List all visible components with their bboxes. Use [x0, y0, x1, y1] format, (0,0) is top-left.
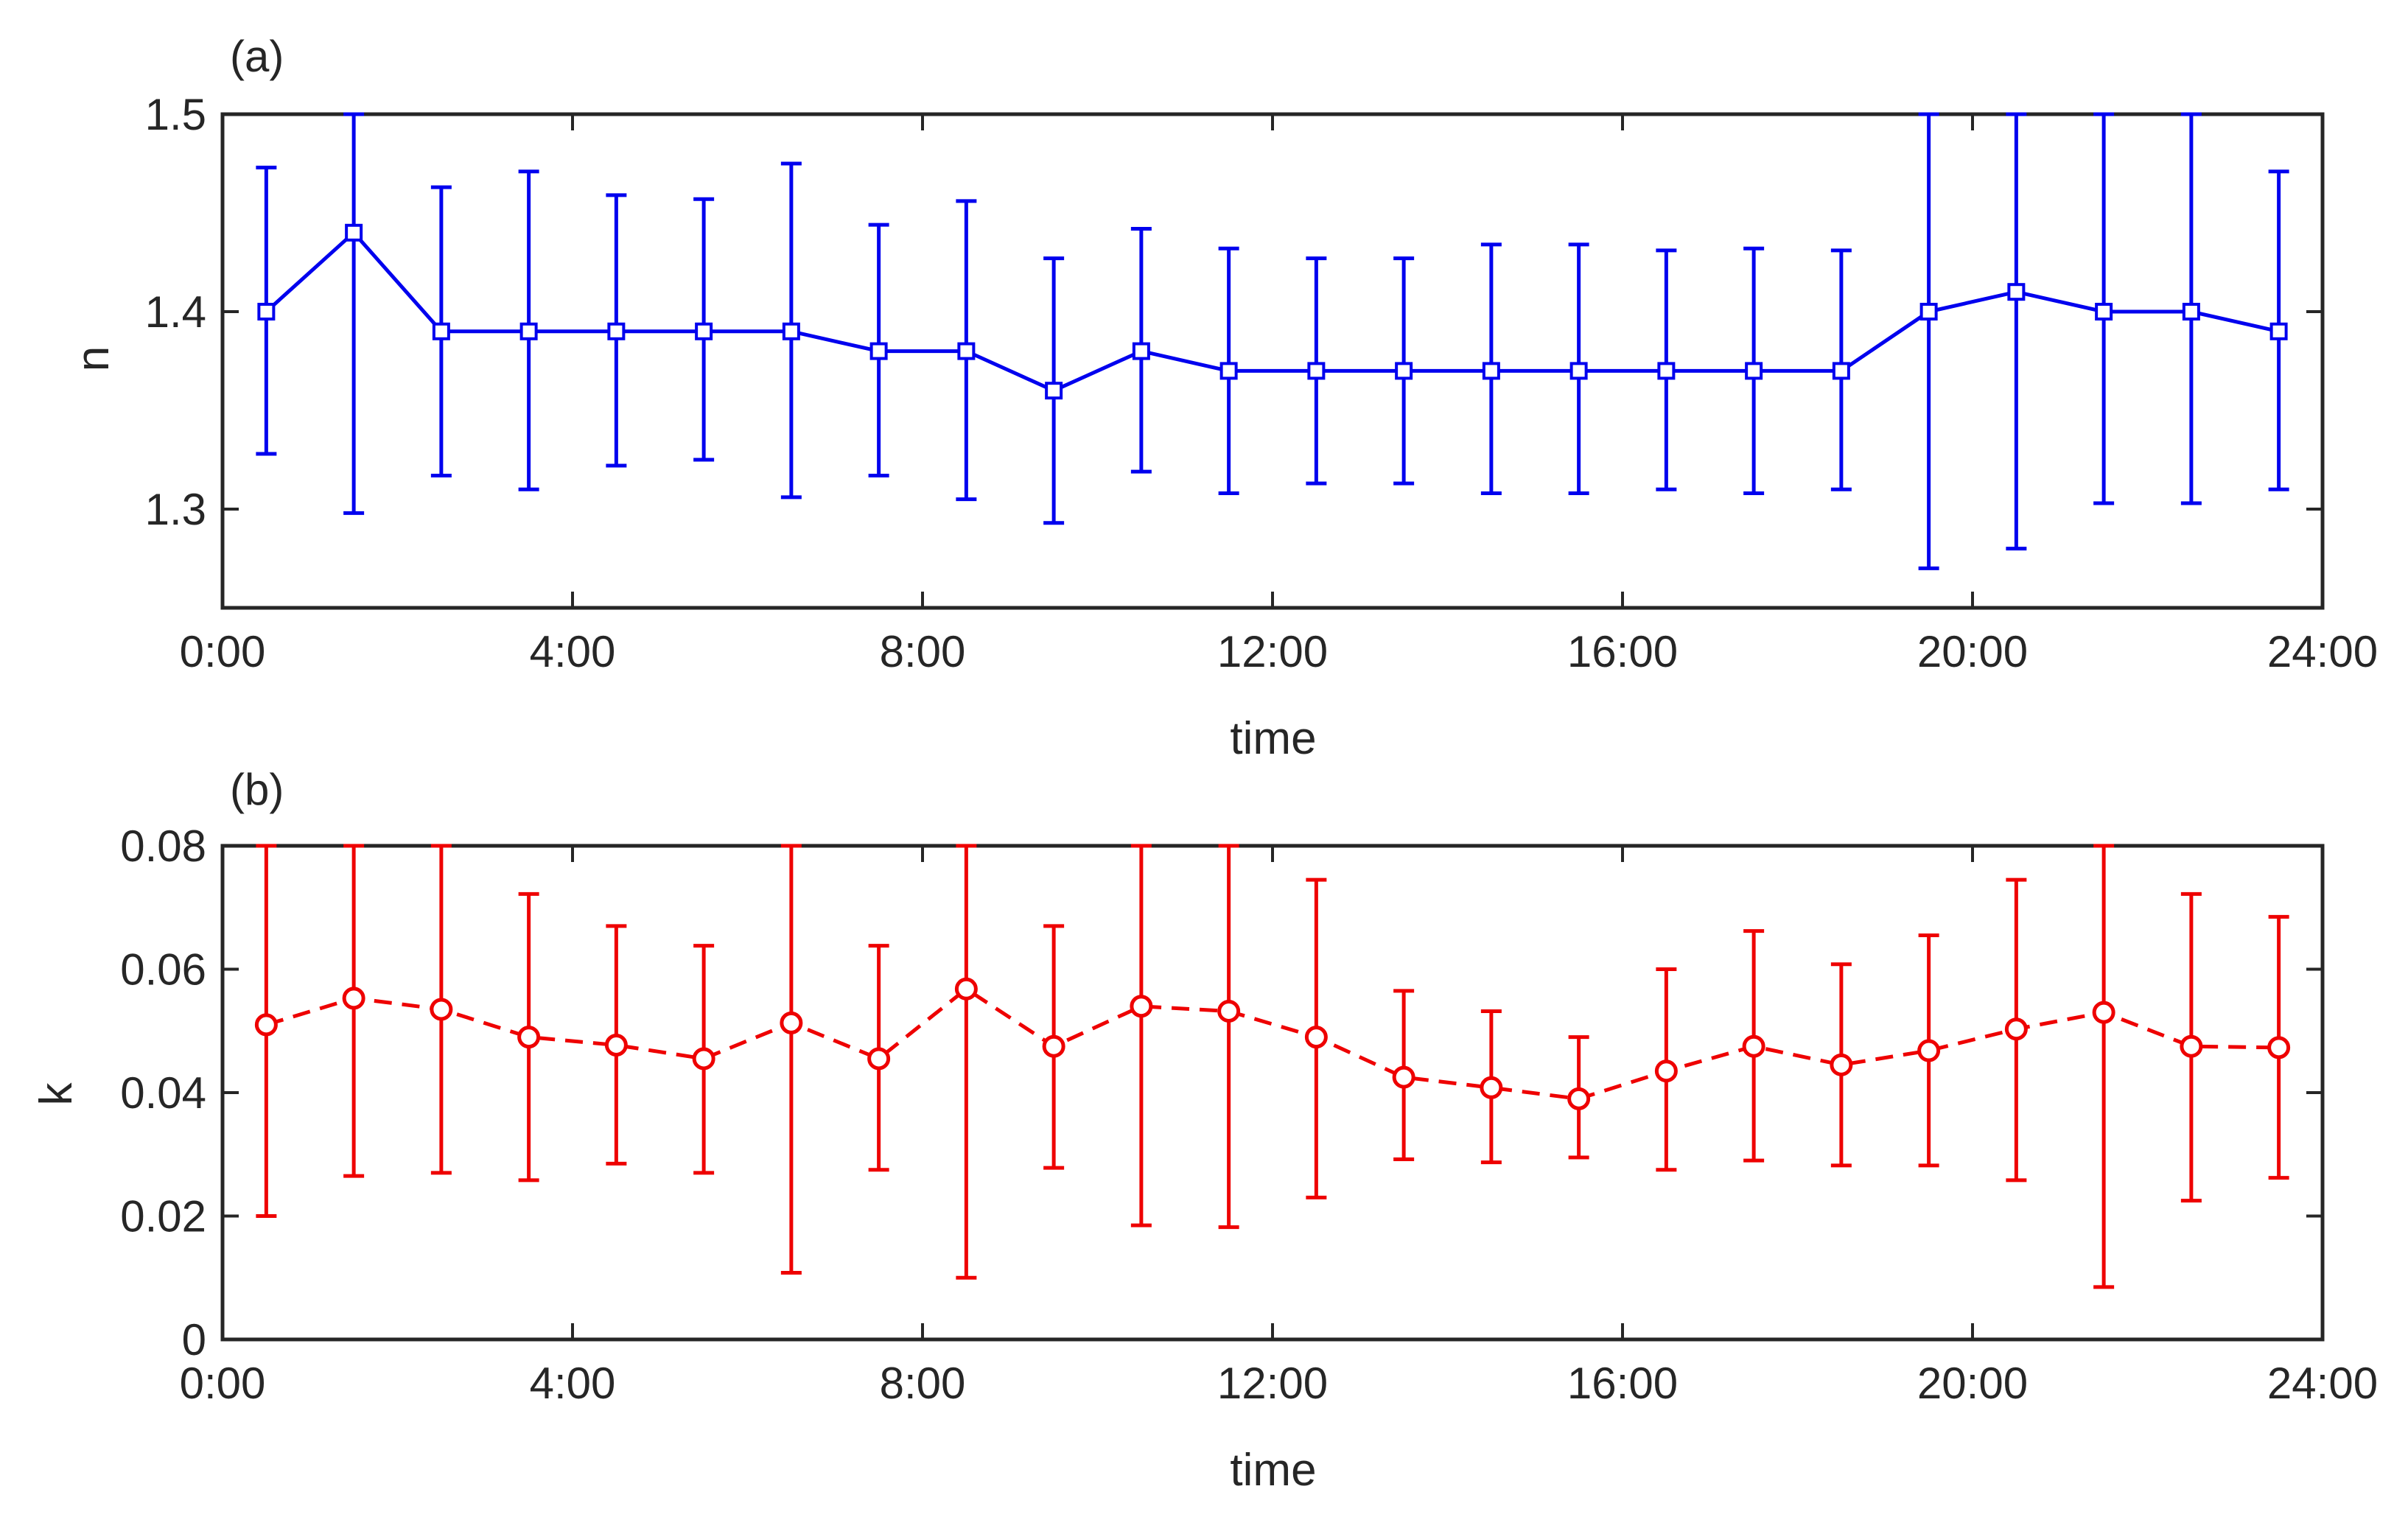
data-point: [345, 223, 363, 242]
data-point: [1657, 362, 1676, 380]
plot-frame: [220, 112, 2325, 610]
y-tick-label: 0.02: [120, 1192, 206, 1241]
axes-layer: 0:00 4:00 8:00 12:00 16:00 20:00 24:00 1.3 1.4 1.…: [145, 90, 2379, 676]
data-point: [780, 1011, 803, 1034]
errorbars-layer: [256, 844, 2289, 1289]
data-point: [607, 322, 626, 340]
data-point: [1132, 342, 1150, 360]
data-point: [1919, 303, 1938, 320]
x-tick-label: 16:00: [1567, 1359, 1678, 1408]
x-tick-label: 12:00: [1217, 627, 1328, 676]
y-tick-label: 0.04: [120, 1068, 206, 1118]
data-point: [1130, 995, 1153, 1018]
data-point: [954, 977, 978, 1001]
x-tick-label: 8:00: [880, 627, 966, 676]
y-tick-label: 1.3: [145, 485, 206, 534]
series-layer: [265, 987, 2279, 1101]
data-point: [2182, 303, 2200, 320]
data-point: [2267, 1036, 2291, 1059]
panel-b: (b) 0:00 4:00 8:00 12:00 16:00 20:00 24:00 0 0.0…: [31, 765, 2378, 1496]
data-point: [2092, 1001, 2115, 1024]
data-point: [2269, 322, 2288, 340]
data-point: [1392, 1065, 1415, 1089]
data-point: [1567, 1087, 1591, 1110]
data-point: [2095, 303, 2113, 320]
x-tick-label: 4:00: [530, 627, 616, 676]
x-tick-label: 0:00: [180, 1359, 266, 1408]
series-layer: [265, 231, 2280, 393]
data-point: [1395, 362, 1413, 380]
x-tick-label: 24:00: [2267, 627, 2378, 676]
data-point: [2007, 283, 2026, 301]
data-point: [342, 987, 365, 1010]
x-tick-label: 24:00: [2267, 1359, 2378, 1408]
data-point: [957, 342, 976, 360]
panel-label: (b): [230, 765, 284, 814]
data-point: [2180, 1034, 2203, 1058]
panel-a: (a) 0:00 4:00 8:00 12:00 16:00 20:00 24:00 1.3 1…: [68, 32, 2378, 764]
plot-frame: [220, 844, 2325, 1342]
data-point: [432, 322, 450, 340]
y-tick-label: 0.08: [120, 821, 206, 871]
data-point: [1480, 1076, 1503, 1099]
data-point: [1217, 999, 1241, 1023]
data-point: [1045, 382, 1063, 400]
data-point: [257, 303, 276, 320]
y-tick-label: 1.5: [145, 90, 206, 139]
data-point: [1219, 362, 1238, 380]
x-tick-label: 20:00: [1917, 627, 2028, 676]
x-tick-label: 12:00: [1217, 1359, 1328, 1408]
data-point: [1745, 362, 1763, 380]
data-point: [1830, 1053, 1853, 1076]
data-point: [1742, 1034, 1765, 1058]
x-axis-label: time: [1230, 713, 1316, 764]
data-point: [1917, 1039, 1941, 1062]
data-point: [1482, 362, 1500, 380]
x-tick-label: 8:00: [880, 1359, 966, 1408]
data-point: [1042, 1034, 1065, 1058]
x-axis-label: time: [1230, 1445, 1316, 1496]
data-point: [517, 1026, 541, 1049]
y-axis-label: k: [31, 1082, 82, 1106]
series-line: [265, 987, 2279, 1101]
y-tick-label: 0.06: [120, 945, 206, 995]
y-axis-label: n: [68, 346, 119, 371]
data-point: [867, 1047, 891, 1071]
data-point: [2004, 1017, 2028, 1041]
data-point: [695, 322, 713, 340]
data-point: [254, 1013, 278, 1037]
data-point: [869, 342, 888, 360]
series-line: [265, 231, 2280, 393]
axes-layer: 0:00 4:00 8:00 12:00 16:00 20:00 24:00 0 0.02 0.0…: [120, 821, 2378, 1408]
data-point: [604, 1034, 628, 1057]
data-point: [1832, 362, 1850, 380]
y-tick-label: 1.4: [145, 287, 206, 337]
x-tick-label: 4:00: [530, 1359, 616, 1408]
panel-label: (a): [230, 32, 284, 81]
data-point: [1307, 362, 1326, 380]
markers-layer: [257, 223, 2288, 400]
data-point: [1654, 1059, 1678, 1083]
y-tick-label: 0: [182, 1315, 206, 1364]
markers-layer: [254, 977, 2291, 1110]
data-point: [1304, 1026, 1328, 1049]
data-point: [1569, 362, 1588, 380]
x-tick-label: 0:00: [180, 627, 266, 676]
errorbars-layer: [256, 112, 2289, 570]
data-point: [782, 322, 800, 340]
data-point: [430, 998, 453, 1021]
x-tick-label: 20:00: [1917, 1359, 2028, 1408]
data-point: [519, 322, 538, 340]
data-point: [692, 1047, 715, 1071]
x-tick-label: 16:00: [1567, 627, 1678, 676]
